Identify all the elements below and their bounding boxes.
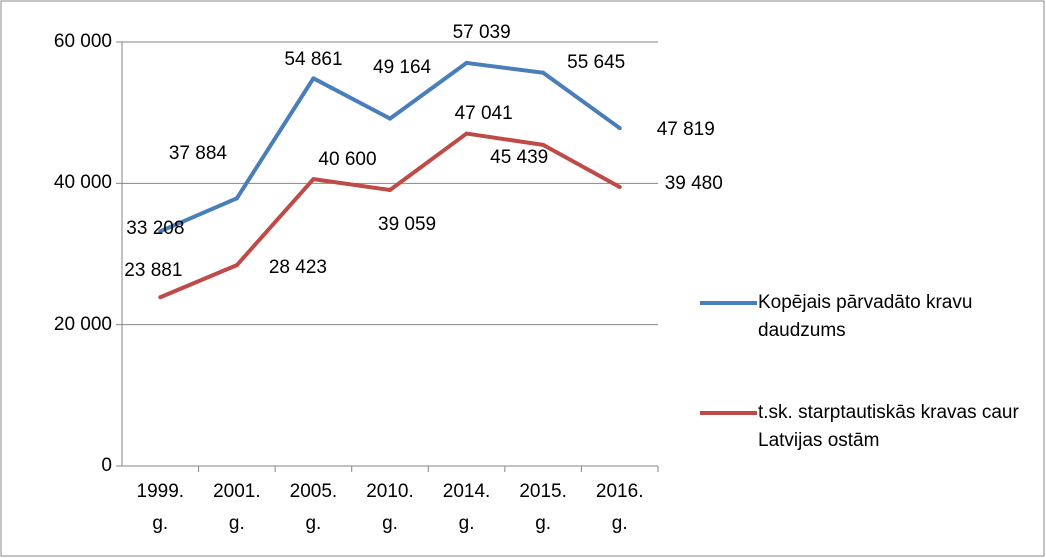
x-tick-label: 2001. g. bbox=[213, 481, 261, 534]
x-tick-label: 2016. g. bbox=[595, 481, 644, 534]
data-point bbox=[541, 70, 546, 75]
data-label: 45 439 bbox=[490, 146, 549, 168]
legend-label: t.sk. starptautiskās kravas caur Latvija… bbox=[758, 402, 1019, 451]
data-point bbox=[234, 263, 239, 268]
data-label: 39 059 bbox=[378, 213, 437, 235]
data-label: 23 881 bbox=[124, 260, 183, 282]
y-tick-label: 20 000 bbox=[53, 313, 112, 335]
data-point bbox=[388, 187, 392, 192]
data-point bbox=[464, 131, 469, 136]
data-label: 28 423 bbox=[268, 257, 327, 279]
x-tick-label: 2005. g. bbox=[289, 481, 338, 534]
data-point bbox=[234, 196, 239, 201]
x-tick-label: 2015. g. bbox=[519, 481, 567, 534]
y-tick-label: 60 000 bbox=[53, 31, 112, 52]
data-label: 37 884 bbox=[168, 143, 227, 165]
data-point bbox=[311, 177, 316, 182]
x-tick-label: 2010. g. bbox=[366, 481, 414, 534]
data-label: 47 819 bbox=[656, 119, 715, 141]
data-point bbox=[388, 116, 392, 121]
data-point bbox=[158, 229, 163, 234]
legend-label: Kopējais pārvadāto kravu daudzums bbox=[758, 292, 973, 341]
data-label: 55 645 bbox=[567, 51, 626, 73]
data-point bbox=[541, 142, 546, 147]
data-point bbox=[158, 295, 163, 300]
data-point bbox=[617, 126, 622, 131]
data-point bbox=[464, 60, 469, 65]
data-label: 57 039 bbox=[452, 21, 511, 43]
data-point bbox=[617, 185, 622, 190]
y-tick-label: 0 bbox=[101, 455, 112, 476]
y-tick-label: 40 000 bbox=[53, 172, 112, 194]
x-tick-label: 1999. g. bbox=[136, 481, 185, 534]
data-label: 33 208 bbox=[126, 218, 185, 240]
data-label: 47 041 bbox=[454, 102, 513, 124]
x-tick-label: 2014. g. bbox=[442, 481, 491, 534]
data-label: 49 164 bbox=[373, 56, 432, 78]
data-label: 40 600 bbox=[318, 149, 377, 171]
data-label: 39 480 bbox=[664, 173, 723, 194]
data-point bbox=[311, 76, 316, 81]
data-label: 54 861 bbox=[284, 49, 343, 71]
